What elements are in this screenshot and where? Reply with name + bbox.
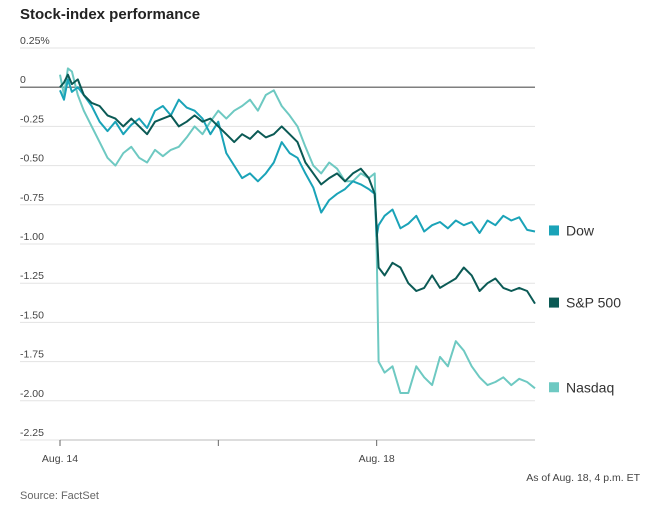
series-line-nasdaq bbox=[59, 67, 536, 394]
y-tick-label: -0.50 bbox=[20, 153, 44, 165]
y-tick-label: -1.25 bbox=[20, 270, 44, 282]
y-tick-label: 0 bbox=[20, 74, 26, 86]
y-tick-label: -1.75 bbox=[20, 349, 44, 361]
legend-label-s-p-500: S&P 500 bbox=[566, 295, 621, 311]
as-of-note: As of Aug. 18, 4 p.m. ET bbox=[526, 472, 640, 484]
grid-lines bbox=[20, 47, 535, 441]
legend-label-dow: Dow bbox=[566, 222, 595, 238]
y-tick-label: -0.75 bbox=[20, 192, 44, 204]
y-tick-label: -1.00 bbox=[20, 231, 44, 243]
series-line-s-p-500 bbox=[59, 73, 536, 305]
y-tick-label: 0.25% bbox=[20, 35, 50, 47]
legend-swatch-s-p-500 bbox=[549, 297, 559, 308]
chart-title: Stock-index performance bbox=[20, 6, 201, 23]
y-tick-label: -2.25 bbox=[20, 427, 44, 439]
y-tick-label: -0.25 bbox=[20, 113, 44, 125]
x-tick-label: Aug. 14 bbox=[42, 453, 78, 465]
legend: Dow S&P 500 Nasdaq bbox=[549, 222, 621, 395]
series-line-dow bbox=[59, 78, 536, 238]
legend-swatch-dow bbox=[549, 225, 559, 236]
source-note: Source: FactSet bbox=[20, 490, 99, 502]
y-tick-label: -2.00 bbox=[20, 388, 44, 400]
y-axis-ticks: 0.25% 0 -0.25 -0.50 -0.75 -1.00 -1.25 -1.50 -1.7… bbox=[20, 35, 50, 439]
x-tick-label: Aug. 18 bbox=[359, 453, 395, 465]
legend-swatch-nasdaq bbox=[549, 382, 559, 393]
legend-label-nasdaq: Nasdaq bbox=[566, 379, 614, 395]
series-lines bbox=[59, 67, 536, 394]
y-tick-label: -1.50 bbox=[20, 309, 44, 321]
x-axis: Aug. 14 Aug. 18 bbox=[42, 439, 535, 465]
